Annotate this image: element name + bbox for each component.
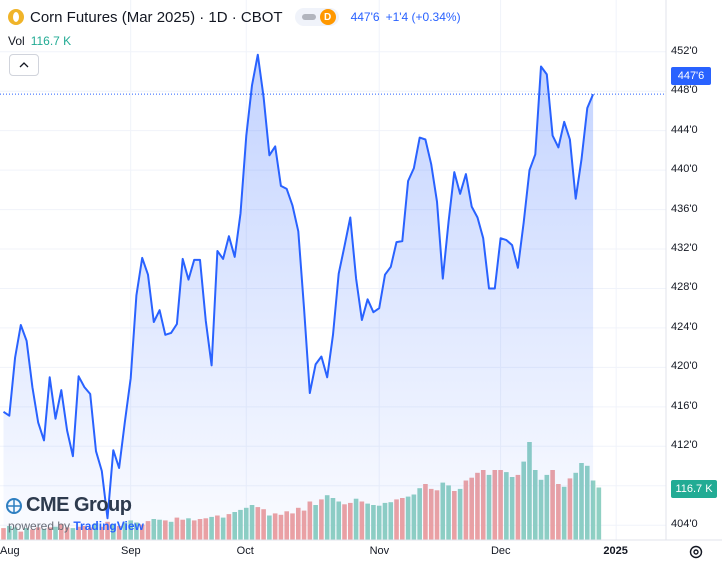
- volume-value: 116.7 K: [30, 34, 72, 48]
- price-tick-label: 416'0: [671, 399, 698, 412]
- time-tick-label: Sep: [121, 545, 141, 557]
- price-tick-label: 428'0: [671, 281, 698, 294]
- price-tick-label: 404'0: [671, 518, 698, 531]
- cme-globe-icon: [6, 497, 22, 514]
- price-area: [3, 54, 594, 540]
- last-price-tag: 447'6: [671, 67, 711, 85]
- time-tick-label: Nov: [369, 545, 390, 557]
- last-volume-tag: 116.7 K: [671, 480, 717, 498]
- time-tick-label: Oct: [236, 545, 254, 557]
- cme-group-text: CME Group: [26, 494, 132, 516]
- price-tick-label: 452'0: [671, 44, 698, 57]
- time-tick-label: Dec: [490, 545, 511, 557]
- last-price-label: 447'6: [350, 10, 380, 24]
- price-change-label: +1'4 (+0.34%): [385, 10, 461, 24]
- powered-by-tradingview[interactable]: powered by TradingView: [8, 519, 144, 533]
- price-tick-label: 432'0: [671, 242, 698, 255]
- market-status-icon: [301, 14, 316, 20]
- tradingview-brand: TradingView: [73, 519, 144, 533]
- chart-header: Corn Futures (Mar 2025) · 1D · CBOT D 44…: [8, 6, 461, 28]
- corn-symbol-icon[interactable]: [8, 9, 24, 25]
- price-tick-label: 412'0: [671, 439, 698, 452]
- price-tick-label: 440'0: [671, 163, 698, 176]
- symbol-title[interactable]: Corn Futures (Mar 2025) · 1D · CBOT: [30, 8, 283, 26]
- delayed-badge: D: [319, 9, 336, 25]
- volume-legend: Vol 116.7 K: [8, 34, 71, 48]
- volume-label: Vol: [8, 34, 25, 48]
- cme-group-logo[interactable]: CME Group: [6, 494, 132, 517]
- price-tick-label: 448'0: [671, 84, 698, 97]
- price-tick-label: 436'0: [671, 202, 698, 215]
- chevron-up-icon: [19, 62, 29, 68]
- data-status-pill[interactable]: D: [294, 8, 339, 26]
- powered-by-text: powered by: [8, 519, 71, 533]
- price-line: [2, 53, 595, 520]
- time-tick-label: 2025: [603, 545, 628, 557]
- price-tick-label: 420'0: [671, 360, 698, 373]
- volume-bar: [596, 487, 602, 540]
- collapse-legend-button[interactable]: [9, 54, 39, 76]
- price-tick-label: 424'0: [671, 320, 698, 333]
- time-tick-label: Aug: [0, 545, 20, 557]
- settings-gear-icon[interactable]: [688, 544, 704, 560]
- price-tick-label: 444'0: [671, 123, 698, 136]
